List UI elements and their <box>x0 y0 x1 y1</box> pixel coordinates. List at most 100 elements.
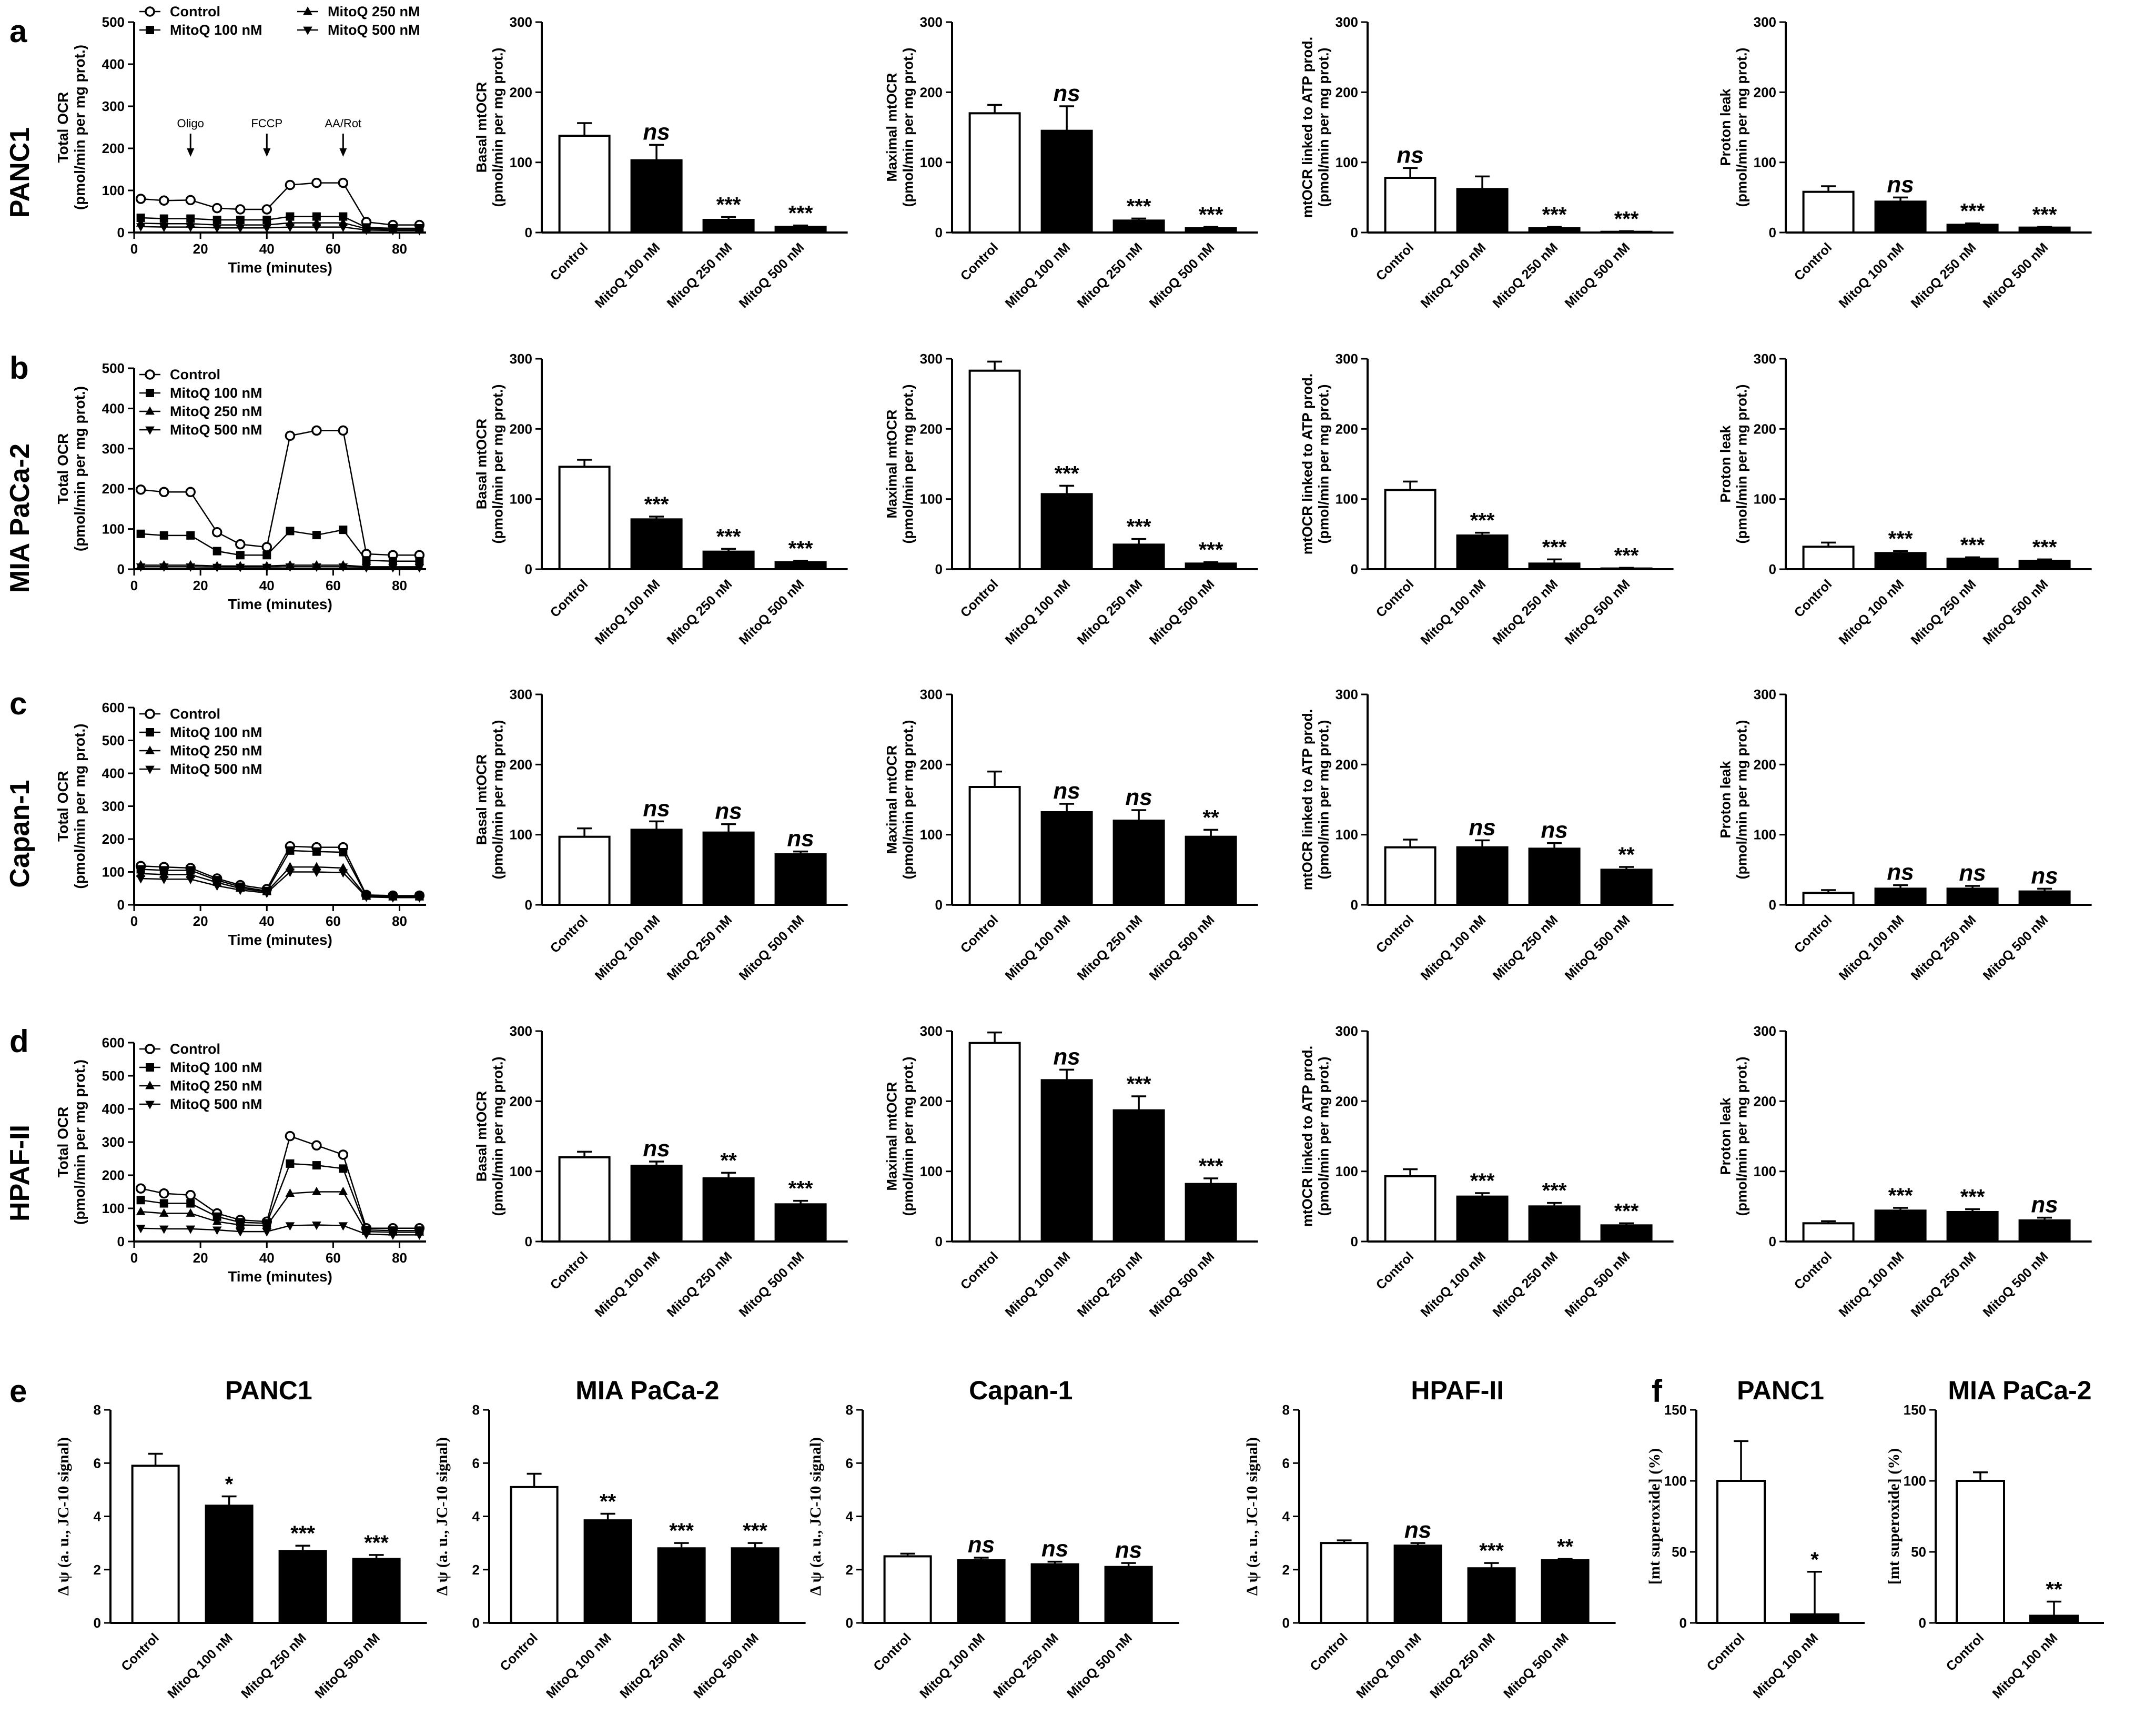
chart-b4: 0 100 200 300 mtOCR linked to ATP prod. (pmol… <box>1299 351 1674 648</box>
category-label: Control <box>118 1630 162 1674</box>
significance-label: ns <box>715 799 742 824</box>
y-axis-label: (pmol/min per mg prot.) <box>72 386 88 551</box>
bar <box>1946 558 1999 570</box>
control-marker <box>135 484 146 495</box>
bar <box>774 853 827 906</box>
bar <box>630 159 683 234</box>
y-tick-label: 0 <box>846 1615 853 1631</box>
x-tick-label: 80 <box>392 913 407 929</box>
bar <box>968 112 1021 234</box>
control-marker <box>135 194 146 204</box>
control-marker <box>135 1183 146 1194</box>
y-axis-label: (pmol/min per mg prot.) <box>1734 48 1750 207</box>
mitoq-100-marker <box>312 1161 321 1170</box>
y-axis-label: Proton leak <box>1717 88 1733 166</box>
y-axis-label: Δ ψ (a. u., JC-10 signal) <box>807 1437 824 1596</box>
category-label: MitoQ 500 nM <box>1147 577 1218 648</box>
y-tick-label: 0 <box>472 1615 480 1631</box>
y-axis-label: Total OCR <box>55 433 71 504</box>
y-tick-label: 300 <box>1754 1023 1776 1039</box>
significance-label: *** <box>788 537 813 560</box>
category-label: Control <box>958 240 1001 284</box>
significance-label: ns <box>643 1136 670 1162</box>
bar <box>1600 869 1653 906</box>
y-tick-label: 100 <box>510 491 532 507</box>
significance-label: ns <box>968 1532 995 1558</box>
chart-b5: 0 100 200 300 Proton leak (pmol/min per mg pr… <box>1717 351 2092 648</box>
mitoq-500-marker <box>236 1228 245 1237</box>
category-label: MitoQ 100 nM <box>1836 912 1907 983</box>
control-marker <box>145 6 155 17</box>
control-marker <box>185 1190 196 1200</box>
mitoq-500-marker <box>186 224 196 233</box>
y-tick-label: 100 <box>510 155 532 170</box>
control-marker <box>261 542 272 552</box>
bar <box>1790 1613 1839 1624</box>
category-label: MitoQ 100 nM <box>1418 240 1489 311</box>
mitoq-250-marker <box>145 745 155 754</box>
mitoq-500-marker <box>338 563 348 572</box>
y-axis-label: mtOCR linked to ATP prod. <box>1299 1046 1315 1227</box>
bar <box>1874 887 1927 906</box>
injection-arrowhead <box>339 148 347 157</box>
x-tick-label: 40 <box>259 241 275 257</box>
legend-entry: Control <box>170 706 220 722</box>
bar <box>1600 230 1653 234</box>
bar <box>278 1550 327 1624</box>
bar <box>630 1165 683 1243</box>
significance-label: *** <box>788 1177 813 1200</box>
mitoq-100-marker <box>213 547 221 556</box>
y-tick-label: 100 <box>1754 827 1776 843</box>
y-tick-label: 200 <box>510 421 532 437</box>
y-tick-label: 300 <box>510 351 532 367</box>
mitoq-500-marker <box>303 26 312 35</box>
significance-label: *** <box>1888 1184 1913 1207</box>
bar <box>1104 1566 1153 1624</box>
category-label: MitoQ 500 nM <box>1147 1249 1218 1320</box>
mitoq-250-marker <box>145 406 155 415</box>
mitoq-500-marker <box>262 563 272 572</box>
bar <box>2018 560 2071 570</box>
mitoq-100-marker <box>146 389 154 397</box>
x-tick-label: 40 <box>259 913 275 929</box>
significance-label: *** <box>1542 203 1567 226</box>
chart-c1: 0 100 200 300 400 500 600 0 20 40 60 80 Time (minute… <box>55 700 426 948</box>
chart-c4: 0 100 200 300 mtOCR linked to ATP prod. (pmol… <box>1299 687 1674 983</box>
bar <box>1874 200 1927 234</box>
mitoq-250-marker <box>136 1206 146 1215</box>
bar <box>1384 846 1436 906</box>
injection-label: Oligo <box>177 117 204 130</box>
category-label: MitoQ 100 nM <box>1003 577 1074 648</box>
y-tick-label: 200 <box>102 831 125 847</box>
significance-label: *** <box>1055 462 1079 485</box>
mitoq-500-marker <box>212 224 222 233</box>
y-axis-label: Maximal mtOCR <box>884 1082 899 1190</box>
y-tick-label: 0 <box>935 561 943 577</box>
x-tick-label: 20 <box>193 1250 208 1266</box>
significance-label: *** <box>716 194 741 217</box>
significance-label: *** <box>716 525 741 548</box>
control-marker <box>159 487 169 498</box>
y-axis-label: (pmol/min per mg prot.) <box>490 1057 506 1216</box>
y-tick-label: 200 <box>510 1093 532 1109</box>
series-line-3 <box>140 226 420 231</box>
significance-label: *** <box>1470 509 1495 532</box>
bar <box>731 1547 780 1624</box>
mitoq-100-marker <box>339 1164 348 1173</box>
mitoq-500-marker <box>136 1225 146 1234</box>
category-label: Control <box>1373 1249 1417 1293</box>
y-axis-label: Maximal mtOCR <box>884 73 899 181</box>
y-tick-label: 2 <box>1282 1562 1290 1578</box>
chart-e3: 0 2 4 6 8 Δ ψ (a. u., JC-10 signal) Capan-1 Con… <box>807 1376 1179 1701</box>
y-axis-label: (pmol/min per mg prot.) <box>490 720 506 880</box>
y-axis-label: mtOCR linked to ATP prod. <box>1299 374 1315 555</box>
bar <box>1320 1542 1369 1624</box>
legend-entry: MitoQ 500 nM <box>328 22 420 38</box>
y-axis-label: mtOCR linked to ATP prod. <box>1299 709 1315 891</box>
significance-label: ns <box>1959 860 1986 886</box>
y-tick-label: 8 <box>472 1402 480 1418</box>
category-label: MitoQ 250 nM <box>1908 1249 1979 1320</box>
bar <box>957 1559 1006 1624</box>
y-axis-label: (pmol/min per mg prot.) <box>901 720 916 880</box>
legend-entry: MitoQ 100 nM <box>170 385 262 401</box>
